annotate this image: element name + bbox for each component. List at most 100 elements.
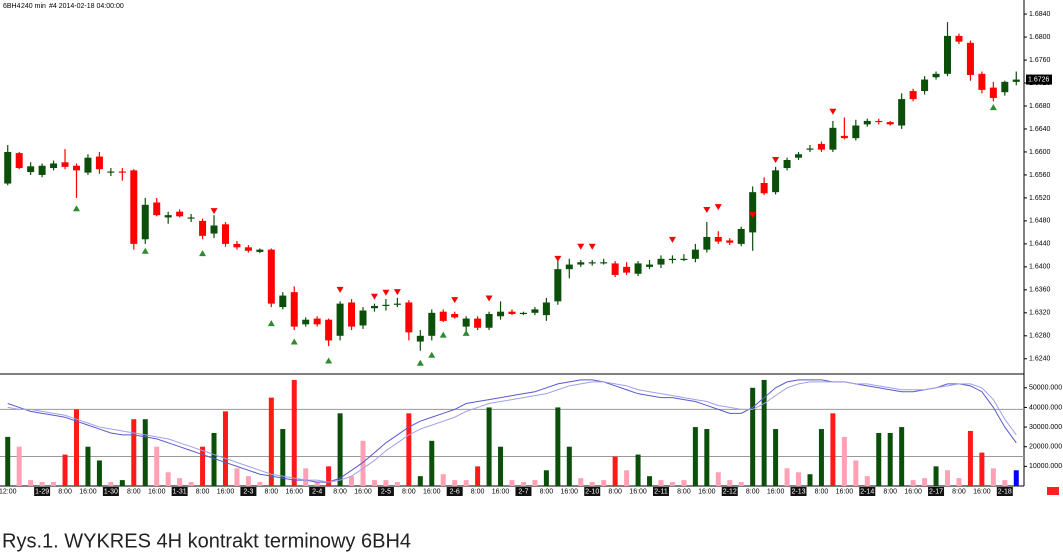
candle-body (313, 318, 321, 325)
x-tick-label: 8:00 (746, 488, 760, 495)
buy-signal (267, 320, 275, 327)
y-tick-label: 1.6360 (1029, 287, 1051, 294)
volume-bar (899, 427, 905, 486)
y-tick-label: 1.6800 (1029, 34, 1051, 41)
volume-bar (738, 482, 744, 486)
date-label-box (377, 487, 394, 496)
candle-body (72, 165, 80, 171)
candle-body (141, 204, 149, 240)
indicator-line (7, 381, 1017, 483)
volume-bar (761, 379, 767, 486)
y-tick-label: 1.6840 (1029, 11, 1051, 18)
buy-signal (989, 104, 997, 111)
volume-bar (784, 468, 790, 486)
buy-signal (290, 338, 298, 345)
volume-bar (1013, 470, 1019, 486)
x-tick-label: 2-3 (243, 488, 253, 495)
candle-body (15, 153, 23, 169)
volume-bar (337, 413, 343, 486)
sell-signal (210, 208, 218, 215)
candle-body (233, 243, 241, 248)
volume-bar (509, 480, 515, 486)
candle-body (519, 312, 527, 315)
volume-tick-label: 50000.000 (1029, 385, 1062, 392)
date-label-box (721, 487, 738, 496)
x-tick-label: 16:00 (629, 488, 647, 495)
candle-body (668, 258, 676, 261)
candle-body (898, 99, 906, 126)
buy-signal (439, 331, 447, 338)
volume-bar (624, 470, 630, 486)
volume-bar (429, 440, 435, 486)
volume-bar (715, 472, 721, 486)
candle-body (760, 182, 768, 194)
y-tick-label: 1.6320 (1029, 310, 1051, 317)
sell-signal (668, 236, 676, 243)
sell-signal (577, 243, 585, 250)
x-tick-label: 12:00 (0, 488, 17, 495)
x-tick-label: 2-14 (860, 488, 874, 495)
sell-signal (485, 295, 493, 302)
x-tick-label: 2-18 (998, 488, 1012, 495)
candle-body (989, 87, 997, 98)
y-tick-label: 1.6480 (1029, 218, 1051, 225)
volume-bar (62, 454, 68, 486)
last-price-label: 1.6726 (1028, 76, 1050, 83)
candle-body (348, 302, 356, 327)
volume-bar (85, 446, 91, 486)
volume-bar (601, 480, 607, 486)
volume-bar (200, 446, 206, 486)
volume-bar (452, 480, 458, 486)
x-tick-label: 8:00 (265, 488, 279, 495)
volume-bar (188, 482, 194, 486)
volume-bar (796, 472, 802, 486)
volume-bar (692, 427, 698, 486)
y-tick-label: 1.6240 (1029, 356, 1051, 363)
sell-signal (772, 156, 780, 163)
candle-body (221, 224, 229, 244)
buy-signal (141, 247, 149, 254)
volume-bar (520, 482, 526, 486)
candle-body (542, 302, 550, 316)
volume-tick-label: 40000.000 (1029, 404, 1062, 411)
caption: Rys.1. WYKRES 4H kontrakt terminowy 6BH4 (2, 530, 411, 552)
volume-bar (566, 446, 572, 486)
x-tick-label: 2-5 (381, 488, 391, 495)
candle-body (164, 215, 172, 218)
candle-body (955, 35, 963, 42)
candle-body (634, 263, 642, 274)
volume-tick-label: 20000.000 (1029, 444, 1062, 451)
volume-bar (314, 482, 320, 486)
volume-bar (245, 476, 251, 486)
volume-bar (578, 478, 584, 486)
candle-body (187, 217, 195, 219)
volume-bar (956, 478, 962, 486)
date-label-box (34, 487, 51, 496)
candle-body (817, 143, 825, 150)
x-tick-label: 16:00 (904, 488, 922, 495)
x-tick-label: 8:00 (196, 488, 210, 495)
x-tick-label: 8:00 (883, 488, 897, 495)
candle-body (577, 262, 585, 265)
candle-body (279, 295, 287, 308)
date-label-box (171, 487, 188, 496)
date-label-box (790, 487, 807, 496)
candle-body (4, 151, 12, 184)
x-tick-label: 16:00 (973, 488, 991, 495)
candle-body (554, 269, 562, 302)
date-label-box (996, 487, 1013, 496)
candle-body (600, 262, 608, 264)
x-tick-label: 2-13 (792, 488, 806, 495)
sell-signal (829, 108, 837, 115)
candle-body (244, 247, 252, 251)
candle-body (210, 225, 218, 234)
candle-body (485, 313, 493, 328)
volume-bar (96, 460, 102, 486)
volume-bar (979, 452, 985, 486)
volume-bar (555, 407, 561, 486)
buy-signal (416, 359, 424, 366)
x-tick-label: 2-10 (585, 488, 599, 495)
candle-body (267, 249, 275, 304)
candle-body (27, 166, 35, 173)
